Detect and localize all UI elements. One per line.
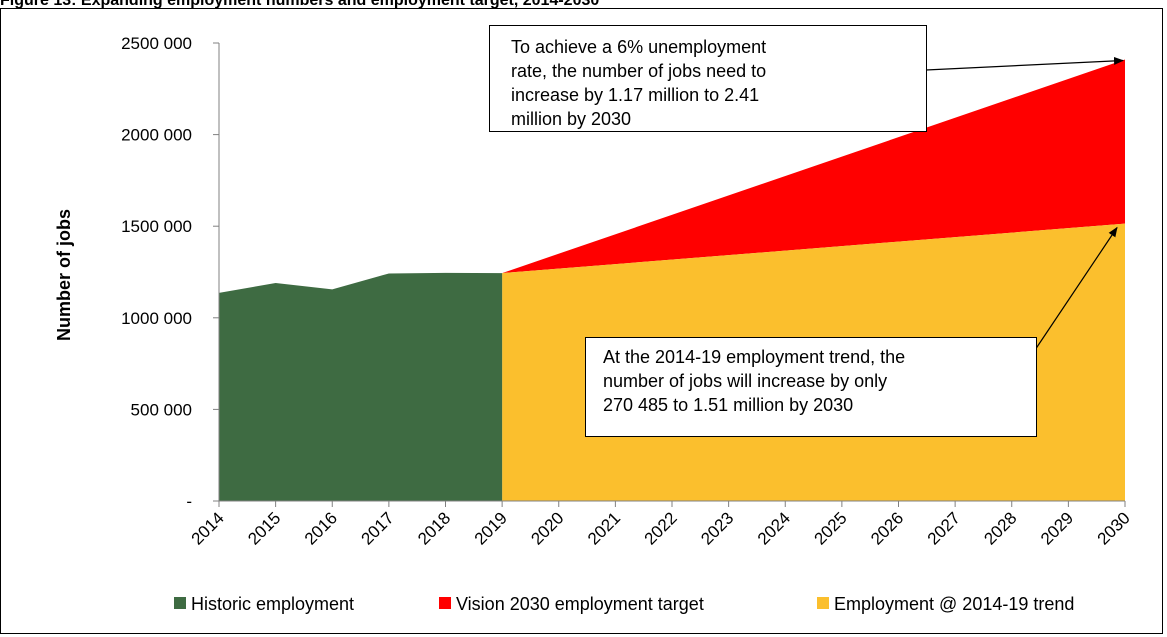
- legend-swatch: [174, 597, 186, 609]
- arrow-to-target: [925, 56, 1124, 71]
- x-tick-label: 2018: [414, 508, 454, 548]
- x-tick-label: 2028: [980, 508, 1020, 548]
- legend: Historic employment Vision 2030 employmen…: [174, 594, 1074, 614]
- legend-swatch: [817, 597, 829, 609]
- x-axis-ticks: 2014 2015 2016 2017 2018 2019 2020 2021 2022 2023…: [188, 501, 1134, 549]
- legend-label: Historic employment: [191, 594, 354, 614]
- x-tick-label: 2016: [301, 508, 341, 548]
- series-area-vision-2030-target: [502, 59, 1125, 274]
- y-tick-label: 2000 000: [121, 126, 192, 145]
- x-tick-label: 2027: [924, 508, 964, 548]
- x-tick-label: 2021: [584, 508, 624, 548]
- chart-frame: [0, 8, 1163, 634]
- y-tick-label: -: [186, 492, 192, 511]
- series-area-historic-employment: [219, 272, 503, 501]
- annotation-target-note: To achieve a 6% unemployment rate, the nu…: [489, 25, 927, 132]
- annotation-line: number of jobs will increase by only: [603, 371, 888, 391]
- legend-label: Employment @ 2014-19 trend: [834, 594, 1074, 614]
- legend-label: Vision 2030 employment target: [456, 594, 704, 614]
- x-tick-label: 2023: [697, 508, 737, 548]
- chart-title: Figure 13: Expanding employment numbers …: [0, 0, 1167, 8]
- annotation-arrows: [925, 56, 1124, 351]
- x-tick-label: 2017: [358, 508, 398, 548]
- x-tick-label: 2019: [471, 508, 511, 548]
- y-tick-label: 1500 000: [121, 217, 192, 236]
- annotation-line: At the 2014-19 employment trend, the: [603, 347, 906, 367]
- annotation-line: million by 2030: [511, 109, 632, 129]
- x-tick-label: 2020: [527, 508, 567, 548]
- legend-swatch: [439, 597, 451, 609]
- annotation-line: rate, the number of jobs need to: [511, 61, 767, 81]
- y-axis-label: Number of jobs: [54, 209, 74, 341]
- x-tick-label: 2025: [811, 508, 851, 548]
- x-tick-label: 2029: [1037, 508, 1077, 548]
- y-tick-label: 2500 000: [121, 34, 192, 53]
- y-tick-label: 1000 000: [121, 309, 192, 328]
- annotation-line: To achieve a 6% unemployment: [511, 37, 767, 57]
- x-tick-label: 2015: [244, 508, 284, 548]
- y-axis-ticks: - 500 000 1000 000 1500 000 2000 000 2500 000: [121, 34, 219, 511]
- x-tick-label: 2014: [188, 508, 228, 548]
- arrow-to-trend: [1034, 226, 1118, 351]
- annotation-trend-note: At the 2014-19 employment trend, the numb…: [585, 337, 1037, 437]
- annotation-line: increase by 1.17 million to 2.41: [511, 85, 760, 105]
- x-tick-label: 2030: [1094, 508, 1134, 548]
- annotation-line: 270 485 to 1.51 million by 2030: [603, 395, 854, 415]
- x-tick-label: 2022: [641, 508, 681, 548]
- x-tick-label: 2026: [867, 508, 907, 548]
- x-tick-label: 2024: [754, 508, 794, 548]
- y-tick-label: 500 000: [131, 400, 192, 419]
